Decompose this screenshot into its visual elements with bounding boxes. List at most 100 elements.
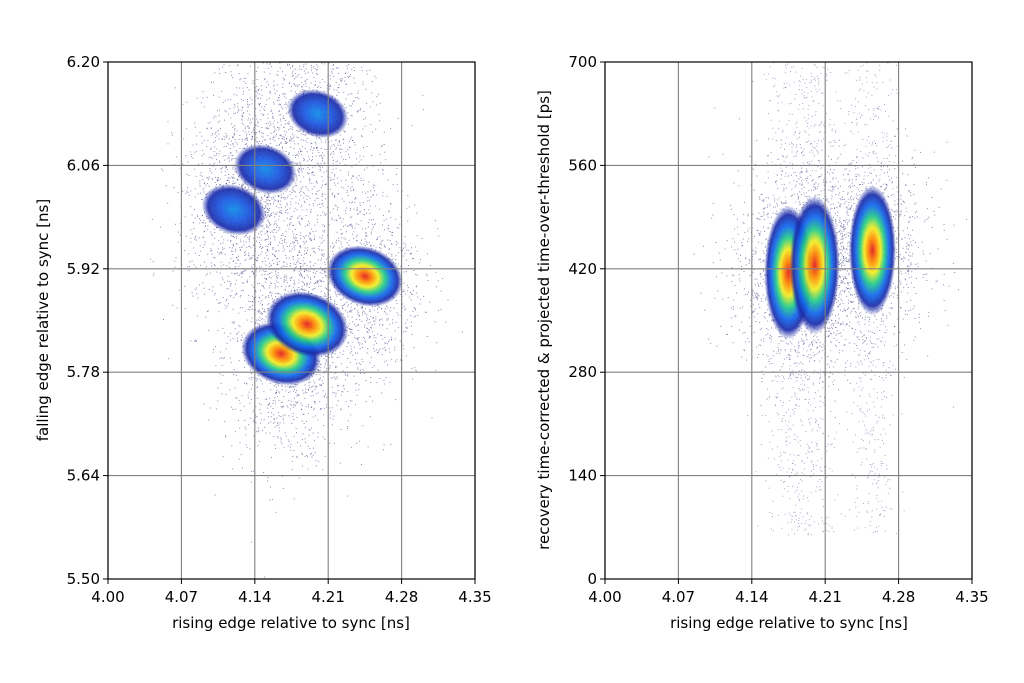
left-noise-point bbox=[312, 265, 314, 266]
left-noise-point bbox=[294, 245, 296, 247]
left-noise-point bbox=[346, 65, 348, 67]
left-noise-point bbox=[198, 163, 200, 165]
left-noise-point bbox=[387, 227, 389, 229]
left-noise-point bbox=[303, 157, 305, 159]
left-noise-point bbox=[279, 134, 281, 136]
left-noise-point bbox=[413, 347, 415, 349]
left-noise-point bbox=[416, 235, 418, 236]
left-noise-point bbox=[275, 223, 277, 225]
left-noise-point bbox=[311, 391, 313, 393]
left-noise-point bbox=[246, 137, 248, 139]
left-noise-point bbox=[391, 232, 393, 234]
left-noise-point bbox=[161, 168, 163, 170]
left-noise-point bbox=[264, 239, 266, 241]
left-noise-point bbox=[295, 237, 297, 239]
left-noise-point bbox=[329, 417, 331, 419]
left-noise-point bbox=[404, 236, 406, 237]
left-noise-point bbox=[317, 221, 319, 223]
left-noise-point bbox=[306, 285, 308, 287]
left-noise-point bbox=[247, 309, 249, 310]
left-noise-point bbox=[205, 184, 207, 186]
left-noise-point bbox=[200, 172, 202, 174]
left-noise-point bbox=[372, 400, 374, 402]
left-noise-point bbox=[259, 409, 261, 411]
left-noise-point bbox=[174, 266, 176, 268]
left-noise-point bbox=[353, 208, 355, 210]
left-noise-point bbox=[293, 83, 295, 85]
left-noise-point bbox=[309, 223, 310, 225]
left-noise-point bbox=[282, 83, 284, 85]
left-noise-point bbox=[235, 262, 237, 264]
left-noise-point bbox=[208, 419, 210, 421]
left-noise-point bbox=[212, 286, 214, 288]
left-noise-point bbox=[382, 224, 383, 226]
left-noise-point bbox=[332, 160, 334, 161]
left-noise-point bbox=[322, 249, 324, 251]
left-noise-point bbox=[297, 242, 299, 244]
left-noise-point bbox=[295, 236, 297, 238]
left-noise-point bbox=[297, 86, 299, 88]
left-noise-point bbox=[370, 382, 372, 383]
left-noise-point bbox=[199, 183, 201, 185]
left-noise-point bbox=[264, 193, 266, 195]
left-noise-point bbox=[357, 212, 359, 214]
left-noise-point bbox=[396, 303, 398, 305]
left-noise-point bbox=[249, 14, 250, 15]
left-noise-point bbox=[249, 97, 251, 99]
left-noise-point bbox=[293, 498, 295, 500]
left-noise-point bbox=[300, 151, 302, 153]
left-noise-point bbox=[308, 286, 310, 288]
left-noise-point bbox=[271, 292, 273, 294]
left-noise-point bbox=[357, 324, 359, 326]
left-noise-point bbox=[396, 244, 397, 246]
left-noise-point bbox=[269, 224, 271, 226]
left-noise-point bbox=[309, 448, 311, 449]
left-noise-point bbox=[234, 267, 236, 269]
left-noise-point bbox=[347, 38, 348, 39]
left-noise-point bbox=[266, 212, 268, 213]
left-noise-point bbox=[338, 87, 340, 89]
left-noise-point bbox=[248, 131, 250, 133]
left-noise-point bbox=[200, 250, 202, 252]
left-noise-point bbox=[232, 155, 234, 156]
left-noise-point bbox=[217, 110, 218, 112]
left-noise-point bbox=[306, 224, 308, 226]
left-noise-point bbox=[251, 377, 252, 379]
left-noise-point bbox=[261, 135, 263, 137]
left-noise-point bbox=[240, 410, 242, 411]
left-noise-point bbox=[273, 235, 275, 237]
left-noise-point bbox=[226, 142, 228, 144]
left-noise-point bbox=[370, 376, 372, 378]
left-noise-point bbox=[437, 228, 439, 230]
left-noise-point bbox=[267, 194, 269, 196]
left-noise-point bbox=[238, 331, 240, 333]
left-noise-point bbox=[368, 219, 370, 221]
left-noise-point bbox=[253, 298, 255, 300]
left-noise-point bbox=[309, 261, 311, 263]
left-noise-point bbox=[361, 320, 363, 322]
left-noise-point bbox=[248, 294, 250, 296]
left-noise-point bbox=[326, 90, 328, 92]
left-noise-point bbox=[350, 329, 352, 330]
left-noise-point bbox=[335, 161, 337, 163]
left-noise-point bbox=[340, 228, 342, 230]
left-noise-point bbox=[241, 334, 243, 336]
left-noise-point bbox=[231, 272, 233, 274]
left-noise-point bbox=[250, 121, 252, 123]
left-noise-point bbox=[373, 336, 375, 338]
left-noise-point bbox=[153, 272, 155, 274]
left-noise-point bbox=[360, 369, 361, 371]
left-noise-point bbox=[292, 65, 294, 67]
left-noise-point bbox=[358, 362, 360, 364]
left-noise-point bbox=[342, 307, 343, 309]
left-noise-point bbox=[333, 178, 335, 180]
left-noise-point bbox=[280, 406, 282, 408]
left-noise-point bbox=[325, 359, 327, 361]
left-noise-point bbox=[290, 128, 292, 130]
left-noise-point bbox=[399, 294, 401, 295]
left-noise-point bbox=[211, 134, 213, 136]
left-noise-point bbox=[250, 306, 252, 308]
left-noise-point bbox=[394, 338, 396, 340]
left-noise-point bbox=[241, 336, 243, 338]
left-noise-point bbox=[296, 266, 297, 268]
